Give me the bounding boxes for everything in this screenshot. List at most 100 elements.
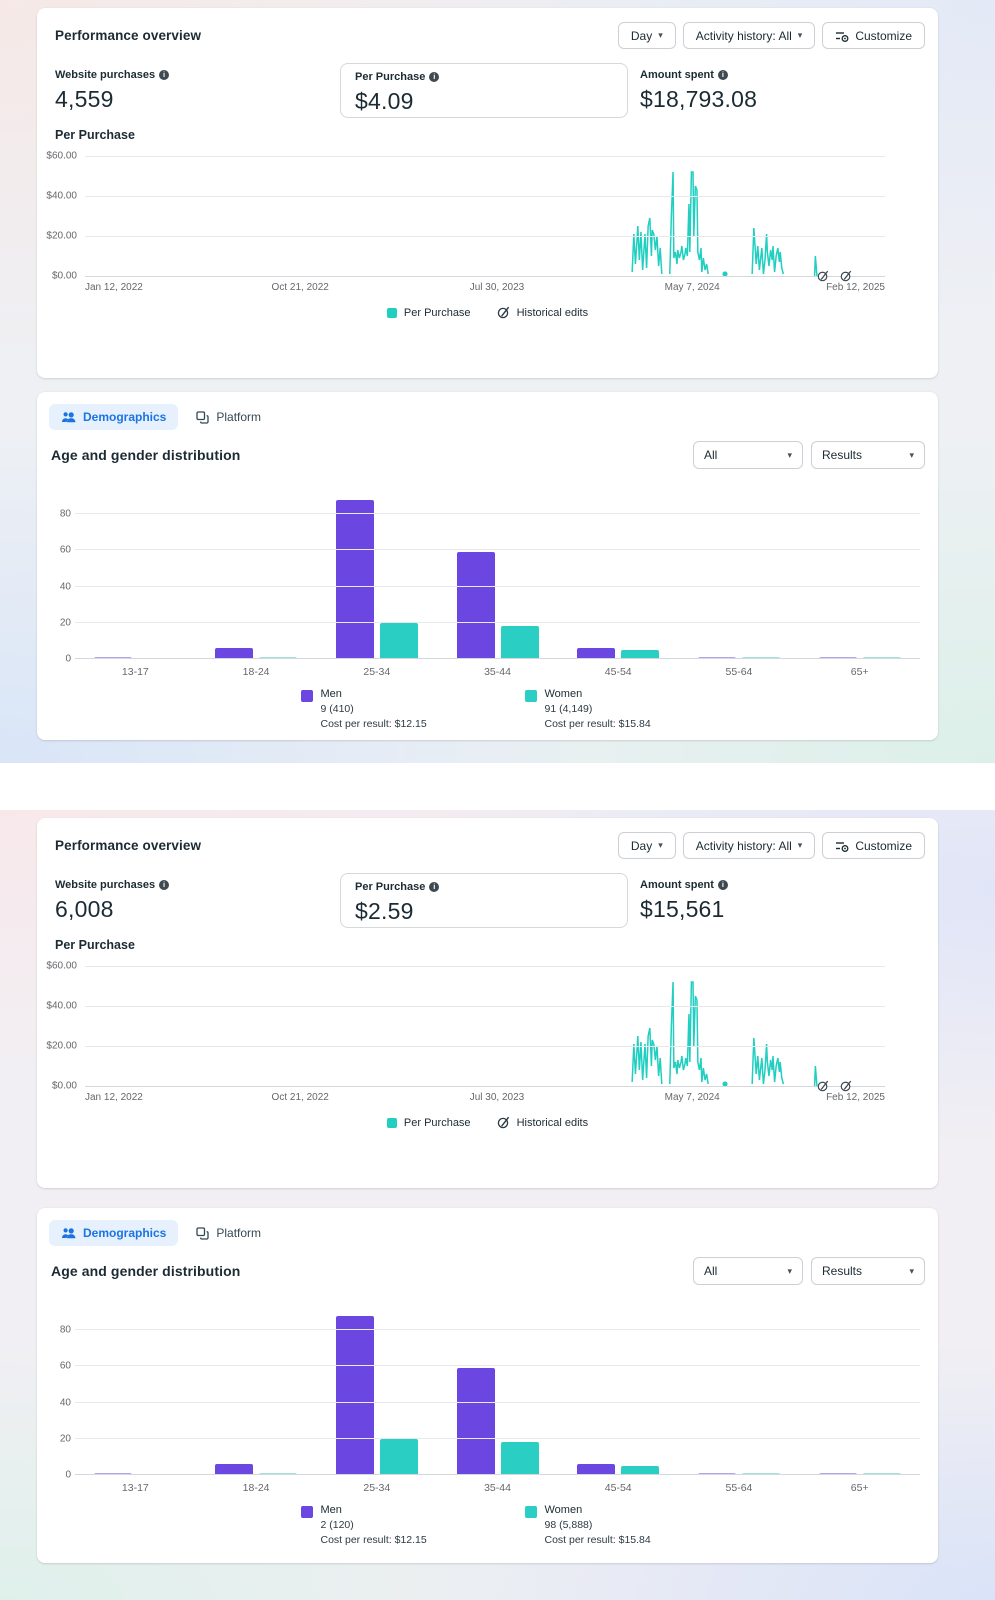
info-icon: i [429, 72, 440, 82]
demographics-filters: All ▾ Results ▾ [693, 441, 925, 469]
legend-value: 9 (410) [320, 703, 354, 715]
activity-history-dropdown[interactable]: Activity history: All ▾ [682, 22, 816, 49]
gridline [75, 621, 920, 623]
metric-label: Amount spent i [640, 879, 728, 891]
y-tick-label: $40.00 [46, 1000, 77, 1012]
y-tick-label: 20 [59, 1433, 71, 1445]
historical-edit-marker[interactable] [840, 270, 852, 282]
tab-platform[interactable]: Platform [188, 404, 269, 430]
tab-label: Platform [216, 410, 262, 424]
metric-website-purchases[interactable]: Website purchases i 4,559 [55, 69, 170, 113]
y-tick-label: 20 [59, 617, 71, 629]
customize-button[interactable]: Customize [822, 832, 925, 859]
y-tick-label: $20.00 [46, 230, 77, 242]
platform-icon [196, 410, 210, 424]
legend-label: Historical edits [516, 1116, 589, 1129]
metric-per-purchase[interactable]: Per Purchase i $4.09 [340, 63, 628, 118]
report-section-1: Performance overview Day ▾ Activity hist… [0, 0, 995, 763]
x-tick-label: 65+ [850, 666, 869, 678]
metric-filter-dropdown[interactable]: Results ▾ [811, 1257, 925, 1285]
historical-edit-marker[interactable] [840, 1080, 852, 1092]
per-purchase-line-segment [815, 256, 817, 276]
historical-edit-marker[interactable] [817, 1080, 829, 1092]
tab-platform[interactable]: Platform [188, 1220, 269, 1246]
legend-per-purchase: Per Purchase [386, 1117, 471, 1129]
platform-icon [196, 1226, 210, 1240]
per-purchase-line-chart[interactable]: $60.00 $40.00 $20.00 $0.00 Jan 12, 2022 Oct … [37, 151, 938, 296]
x-tick-label: 55-64 [725, 666, 753, 678]
x-tick-label: 18-24 [242, 666, 270, 678]
metrics-row: Website purchases i 6,008 Per Purchase i $… [55, 873, 920, 935]
chevron-down-icon: ▾ [787, 449, 792, 460]
line-chart-title: Per Purchase [55, 128, 135, 142]
per-purchase-line-segment [752, 228, 783, 274]
gridline [75, 1401, 920, 1403]
bar-group-55-64 [679, 1315, 800, 1475]
metric-amount-spent[interactable]: Amount spent i $15,561 [640, 879, 728, 923]
bar-women-25-34[interactable] [379, 1438, 418, 1475]
day-dropdown[interactable]: Day ▾ [617, 832, 676, 859]
bar-groups [75, 1315, 920, 1475]
metric-website-purchases[interactable]: Website purchases i 6,008 [55, 879, 170, 923]
bar-men-25-34[interactable] [335, 499, 374, 659]
metric-amount-spent[interactable]: Amount spent i $18,793.08 [640, 69, 757, 113]
y-tick-label: 0 [65, 1469, 71, 1481]
bar-men-45-54[interactable] [577, 648, 616, 659]
legend-cost: Cost per result: $12.15 [320, 1534, 427, 1546]
bar-women-45-54[interactable] [621, 649, 660, 659]
customize-button[interactable]: Customize [822, 22, 925, 49]
bar-men-45-54[interactable] [577, 1464, 616, 1475]
legend-label: Historical edits [516, 306, 589, 319]
bar-x-axis: 13-17 18-24 25-34 35-44 45-54 55-64 65+ [75, 666, 920, 678]
line-chart-title: Per Purchase [55, 938, 135, 952]
filter-label: All [704, 1264, 718, 1278]
historical-edit-marker[interactable] [817, 270, 829, 282]
historical-edits-icon [497, 1116, 509, 1129]
legend-historical-edits: Historical edits [497, 306, 589, 319]
bar-women-35-44[interactable] [500, 1442, 539, 1475]
bar-men-35-44[interactable] [456, 552, 495, 659]
tab-demographics[interactable]: Demographics [49, 1220, 179, 1246]
activity-history-dropdown[interactable]: Activity history: All ▾ [682, 832, 816, 859]
breakdown-tabs: Demographics Platform [49, 404, 269, 430]
demographics-filters: All ▾ Results ▾ [693, 1257, 925, 1285]
chevron-down-icon: ▾ [787, 1265, 792, 1276]
metric-value: $2.59 [355, 898, 414, 924]
bar-men-18-24[interactable] [215, 648, 254, 659]
legend-cost: Cost per result: $15.84 [544, 1534, 651, 1546]
age-gender-bar-chart[interactable] [75, 499, 920, 659]
historical-edits-icon [497, 306, 509, 319]
per-purchase-line-chart[interactable]: $60.00 $40.00 $20.00 $0.00 Jan 12, 2022 Oct … [37, 961, 938, 1106]
tab-demographics[interactable]: Demographics [49, 404, 179, 430]
day-dropdown[interactable]: Day ▾ [617, 22, 676, 49]
age-gender-bar-chart[interactable] [75, 1315, 920, 1475]
bar-men-18-24[interactable] [215, 1464, 254, 1475]
y-tick-label: 40 [59, 1397, 71, 1408]
metric-filter-dropdown[interactable]: Results ▾ [811, 441, 925, 469]
women-swatch [524, 690, 537, 702]
x-tick-label: Feb 12, 2025 [826, 282, 885, 293]
bar-women-35-44[interactable] [500, 626, 539, 659]
line-chart-plot-area[interactable] [85, 966, 885, 1092]
bar-men-25-34[interactable] [335, 1315, 374, 1475]
legend-label: Women [544, 688, 583, 700]
legend-cost: Cost per result: $12.15 [320, 718, 427, 730]
bar-men-35-44[interactable] [456, 1368, 495, 1475]
x-tick-label: 25-34 [363, 1482, 391, 1494]
gridline [85, 1086, 885, 1087]
breakdown-filter-dropdown[interactable]: All ▾ [693, 1257, 803, 1285]
y-tick-label: $60.00 [46, 150, 77, 162]
y-axis: $60.00 $40.00 $20.00 $0.00 [37, 961, 77, 1092]
bar-women-45-54[interactable] [621, 1465, 660, 1475]
bar-group-65+ [799, 1315, 920, 1475]
metric-per-purchase[interactable]: Per Purchase i $2.59 [340, 873, 628, 928]
gridline [85, 196, 885, 197]
line-chart-plot-area[interactable] [85, 156, 885, 282]
x-tick-label: 45-54 [604, 666, 632, 678]
x-tick-label: Oct 21, 2022 [271, 282, 329, 293]
y-tick-label: $20.00 [46, 1040, 77, 1052]
bar-women-25-34[interactable] [379, 622, 418, 659]
breakdown-filter-dropdown[interactable]: All ▾ [693, 441, 803, 469]
gridline [85, 276, 885, 277]
